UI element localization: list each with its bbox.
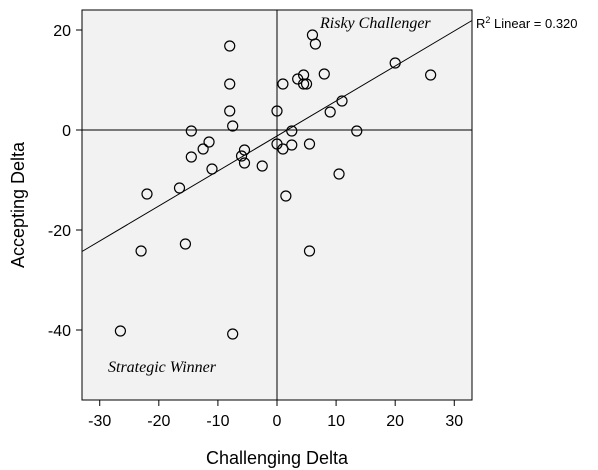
x-tick-label: 20 — [386, 413, 404, 430]
y-tick-label: 0 — [62, 123, 71, 140]
x-tick-label: -30 — [88, 413, 111, 430]
data-point — [351, 125, 363, 137]
y-axis: -40 -20 0 20 — [48, 23, 82, 340]
data-point — [333, 168, 345, 180]
data-point — [389, 57, 401, 69]
x-tick-label: -20 — [147, 413, 170, 430]
data-point — [336, 95, 348, 107]
data-point — [271, 105, 283, 117]
data-point — [141, 188, 153, 200]
fit-label-prefix: R — [476, 16, 485, 31]
data-point — [309, 38, 322, 50]
data-point — [224, 40, 236, 52]
data-point — [224, 105, 236, 117]
data-point — [173, 182, 186, 194]
y-tick-label: -20 — [48, 223, 71, 240]
data-point — [227, 328, 239, 340]
y-tick-label: 20 — [53, 23, 71, 40]
data-point — [197, 143, 209, 155]
data-point — [286, 125, 298, 137]
data-point — [286, 139, 298, 151]
data-point — [324, 106, 336, 118]
data-point — [235, 150, 248, 162]
data-point — [224, 78, 236, 90]
reference-lines — [82, 10, 472, 400]
x-tick-label: 30 — [445, 413, 463, 430]
data-point — [280, 190, 292, 202]
data-point — [300, 78, 313, 90]
x-tick-label: -10 — [206, 413, 229, 430]
data-point — [303, 245, 316, 257]
x-axis: -30 -20 -10 0 10 20 30 — [88, 400, 463, 430]
data-point — [297, 78, 310, 90]
x-tick-label: 0 — [273, 413, 282, 430]
annotation-strategic-winner: Strategic Winner — [108, 359, 217, 376]
data-points — [114, 29, 437, 340]
fit-line — [81, 20, 473, 252]
data-point — [318, 68, 330, 80]
data-point — [135, 245, 147, 257]
fit-label-suffix: Linear = 0.320 — [490, 16, 577, 31]
fit-line-label: R2 Linear = 0.320 — [476, 15, 578, 31]
data-point — [227, 120, 239, 132]
annotation-risky-challenger: Risky Challenger — [319, 15, 431, 32]
data-point — [277, 78, 289, 90]
data-point — [238, 144, 251, 156]
data-point — [114, 325, 127, 337]
y-axis-title: Accepting Delta — [8, 141, 28, 268]
data-point — [238, 157, 251, 169]
data-point — [185, 151, 197, 163]
data-point — [185, 125, 197, 137]
data-point — [179, 238, 192, 250]
fit-label-superscript: 2 — [485, 15, 490, 25]
y-tick-label: -40 — [48, 323, 71, 340]
fit-line-layer — [81, 20, 473, 252]
data-point — [256, 160, 268, 172]
x-axis-title: Challenging Delta — [206, 448, 349, 468]
x-tick-label: 10 — [327, 413, 345, 430]
data-point — [203, 136, 215, 148]
data-point — [425, 69, 437, 81]
data-point — [303, 138, 316, 150]
data-point — [206, 163, 218, 175]
